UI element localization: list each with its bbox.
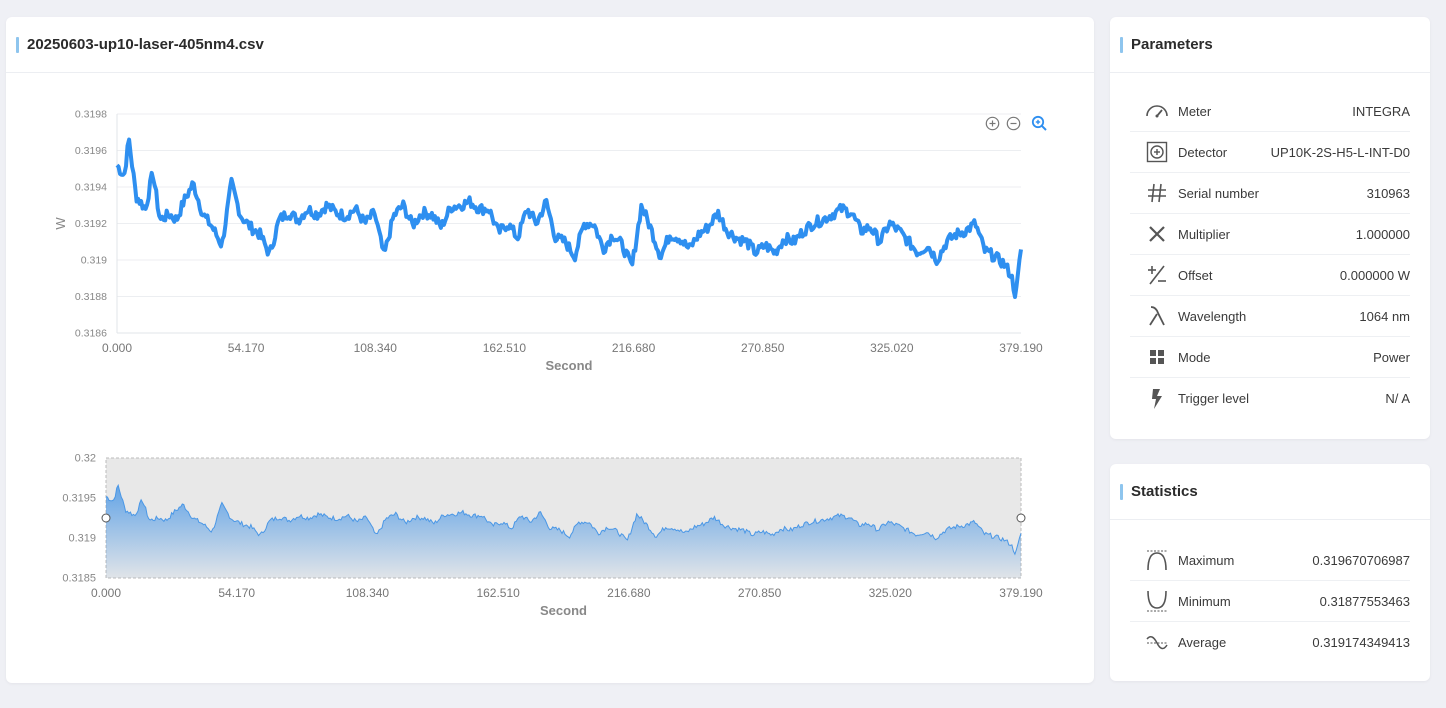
x-tick-label: 270.850 [741,341,785,355]
param-label: Detector [1178,144,1228,160]
gauge-icon [1144,98,1170,124]
param-value: 1.000000 [1355,226,1410,242]
y-tick-label: 0.3195 [62,493,96,505]
header-accent [16,36,19,53]
y-tick-label: 0.3196 [75,145,107,157]
main-chart: 0.3198 0.3196 0.3194 0.3192 0.319 0.3188 0.318… [53,109,1043,374]
y-tick-label: 0.3188 [75,291,107,303]
parameters-title: Parameters [1131,36,1213,53]
param-value: 310963 [1366,185,1410,201]
param-row-serial: Serial number 310963 [1130,173,1410,214]
param-row-mode: Mode Power [1130,337,1410,378]
param-row-offset: Offset 0.000000 W [1130,255,1410,296]
stat-row-minimum: Minimum 0.31877553463 [1130,581,1410,622]
stat-label: Maximum [1178,552,1235,568]
chart-area[interactable]: 0.3198 0.3196 0.3194 0.3192 0.319 0.3188 0.318… [6,63,1094,683]
param-value: INTEGRA [1352,103,1410,119]
param-value: Power [1373,349,1410,365]
param-row-trigger: Trigger level N/ A [1130,378,1410,419]
param-row-multiplier: Multiplier 1.000000 [1130,214,1410,255]
stat-row-average: Average 0.319174349413 [1130,622,1410,663]
stat-value: 0.31877553463 [1319,593,1410,609]
param-label: Multiplier [1178,226,1231,242]
minimum-icon [1144,588,1170,614]
x-tick-label: 325.020 [870,341,914,355]
statistics-header: Statistics [1110,464,1430,520]
y-tick-label: 0.32 [75,453,96,465]
statistics-title: Statistics [1131,483,1198,500]
param-row-wavelength: Wavelength 1064 nm [1130,296,1410,337]
x-tick-label: 108.340 [354,341,398,355]
chart-toolbar [984,115,1048,132]
chart-panel: 20250603-up10-laser-405nm4.csv 0.3198 0.3… [6,17,1094,683]
parameters-list: Meter INTEGRA Detector UP10K-2S-H5-L-INT… [1110,73,1430,419]
lambda-icon [1144,303,1170,329]
range-handle-left[interactable] [101,513,111,523]
x-tick-label: 54.170 [228,341,265,355]
statistics-panel: Statistics Maximum 0.319670706987 Minimu… [1110,464,1430,681]
detector-icon [1144,139,1170,165]
x-tick-label: 0.000 [91,586,121,600]
x-tick-label: 270.850 [738,586,782,600]
series-line [115,137,1023,299]
y-tick-label: 0.3192 [75,218,107,230]
bolt-icon [1144,386,1170,412]
file-title: 20250603-up10-laser-405nm4.csv [27,36,264,53]
param-label: Serial number [1178,185,1259,201]
param-label: Offset [1178,267,1213,283]
param-label: Wavelength [1178,308,1247,324]
y-tick-label: 0.3185 [62,573,96,585]
y-tick-label: 0.319 [68,533,96,545]
x-tick-label: 379.190 [999,586,1043,600]
stat-row-maximum: Maximum 0.319670706987 [1130,540,1410,581]
param-row-detector: Detector UP10K-2S-H5-L-INT-D0 [1130,132,1410,173]
hash-icon [1144,180,1170,206]
x-axis-label: Second [540,603,587,618]
zoom-in-icon[interactable] [984,115,1001,132]
param-label: Meter [1178,103,1212,119]
maximum-icon [1144,547,1170,573]
range-handle-right[interactable] [1016,513,1026,523]
x-tick-label: 216.680 [607,586,651,600]
plus-minus-icon [1144,262,1170,288]
x-tick-label: 0.000 [102,341,132,355]
param-value: UP10K-2S-H5-L-INT-D0 [1270,144,1410,160]
y-tick-label: 0.319 [81,255,107,267]
header-accent [1120,483,1123,500]
chart-panel-header: 20250603-up10-laser-405nm4.csv [6,17,1094,73]
average-icon [1144,630,1170,656]
param-label: Mode [1178,349,1211,365]
y-tick-label: 0.3198 [75,109,107,121]
param-value: N/ A [1385,391,1410,406]
stat-label: Average [1178,635,1227,650]
x-tick-label: 162.510 [483,341,527,355]
x-tick-label: 108.340 [346,586,390,600]
header-accent [1120,36,1123,53]
param-value: 1064 nm [1359,308,1410,324]
grid-icon [1144,344,1170,370]
stat-value: 0.319670706987 [1312,552,1410,568]
x-tick-label: 216.680 [612,341,656,355]
y-axis-label: W [53,217,68,230]
x-axis-label: Second [546,358,593,373]
param-label: Trigger level [1178,391,1250,406]
param-row-meter: Meter INTEGRA [1130,91,1410,132]
y-tick-label: 0.3186 [75,328,107,340]
param-value: 0.000000 W [1339,267,1410,283]
parameters-header: Parameters [1110,17,1430,73]
statistics-list: Maximum 0.319670706987 Minimum 0.3187755… [1110,520,1430,663]
zoom-out-icon[interactable] [1005,115,1022,132]
x-tick-label: 54.170 [218,586,255,600]
x-tick-label: 162.510 [476,586,520,600]
overview-line [105,483,1022,556]
parameters-panel: Parameters Meter INTEGRA Detector UP10K-… [1110,17,1430,439]
x-tick-label: 325.020 [869,586,913,600]
stat-label: Minimum [1178,593,1231,609]
multiply-icon [1144,221,1170,247]
y-tick-label: 0.3194 [75,182,107,194]
stat-value: 0.319174349413 [1312,635,1410,650]
zoom-reset-icon[interactable] [1031,115,1048,132]
x-tick-label: 379.190 [999,341,1043,355]
